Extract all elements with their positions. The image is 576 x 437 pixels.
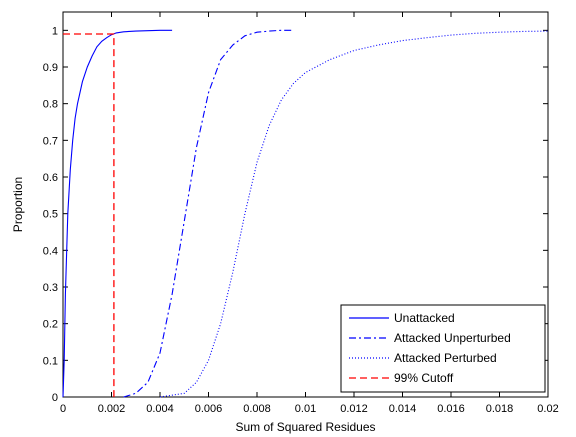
x-tick-label: 0.012 <box>340 403 368 415</box>
legend-entry-1: Attacked Unperturbed <box>394 331 511 345</box>
series-line-0 <box>62 29 173 398</box>
series-line-1 <box>123 29 294 398</box>
legend-entry-0: Unattacked <box>394 311 455 325</box>
legend-entry-3: 99% Cutoff <box>394 371 454 385</box>
series-line-2 <box>159 30 549 398</box>
x-tick-label: 0.002 <box>98 403 126 415</box>
x-tick-label: 0.02 <box>537 403 558 415</box>
y-tick-label: 0.9 <box>43 62 58 74</box>
y-tick-label: 1 <box>52 25 58 37</box>
y-axis-label: Proportion <box>11 177 25 232</box>
y-tick-label: 0.4 <box>43 245 58 257</box>
series-lines <box>62 29 549 398</box>
axis-ticks: 0 0.002 0.004 0.006 0.008 0.01 0.012 0.014 0.016… <box>43 12 559 415</box>
y-tick-label: 0.6 <box>43 172 58 184</box>
y-tick-label: 0.8 <box>43 99 58 111</box>
y-tick-label: 0 <box>52 392 58 404</box>
legend-entry-2: Attacked Perturbed <box>394 351 497 365</box>
x-tick-label: 0.01 <box>295 403 316 415</box>
x-tick-label: 0 <box>60 403 66 415</box>
x-tick-label: 0.006 <box>195 403 223 415</box>
x-tick-label: 0.014 <box>389 403 417 415</box>
x-tick-label: 0.008 <box>243 403 271 415</box>
x-axis-label: Sum of Squared Residues <box>235 420 375 434</box>
legend: Unattacked Attacked Unperturbed Attacked P… <box>340 304 546 393</box>
y-tick-label: 0.7 <box>43 135 58 147</box>
x-tick-label: 0.004 <box>146 403 174 415</box>
y-tick-label: 0.2 <box>43 319 58 331</box>
x-tick-label: 0.018 <box>486 403 514 415</box>
y-tick-label: 0.3 <box>43 282 58 294</box>
series-line-3 <box>63 33 115 397</box>
x-tick-label: 0.016 <box>437 403 465 415</box>
y-tick-label: 0.5 <box>43 209 58 221</box>
y-tick-label: 0.1 <box>43 355 58 367</box>
